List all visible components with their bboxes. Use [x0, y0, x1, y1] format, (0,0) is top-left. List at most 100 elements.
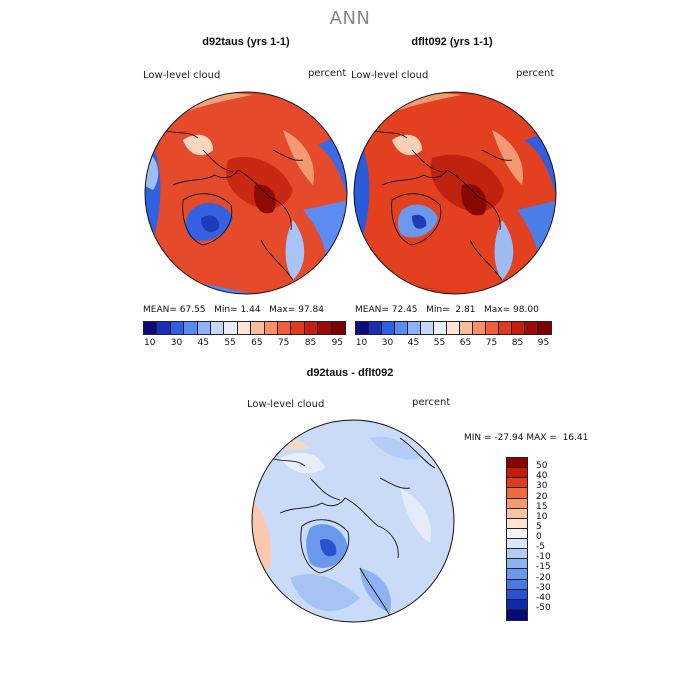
- mean-value: 67.55: [179, 305, 206, 315]
- blue-region: [412, 214, 427, 229]
- min-label: Min=: [426, 305, 450, 315]
- diff-stats: MIN = -27.94 MAX = 16.41: [464, 433, 588, 443]
- panel-1-units-label: percent: [308, 68, 347, 79]
- colorbar-tick-label: 95: [331, 338, 344, 348]
- diff-panel-title: d92taus - dflt092: [306, 367, 394, 379]
- panel-1-stats: MEAN= 67.55 Min= 1.44 Max= 97.84: [143, 305, 324, 315]
- colorbar-swatch: [395, 322, 408, 334]
- colorbar-tick-label: 20: [536, 491, 548, 502]
- panel-1-title: d92taus (yrs 1-1): [202, 36, 290, 48]
- colorbar-tick-label: -50: [536, 602, 551, 613]
- colorbar-tick-label: 45: [407, 338, 420, 348]
- dark-region: [226, 156, 293, 209]
- min-label: MIN =: [464, 433, 492, 443]
- blue-region: [354, 92, 370, 294]
- blue-region: [145, 92, 161, 294]
- colorbar-swatch: [447, 322, 460, 334]
- panel-2-units-label: percent: [516, 68, 555, 79]
- colorbar-swatch: [434, 322, 447, 334]
- colorbar-swatch: [157, 322, 171, 334]
- colorbar-tick-label: -15: [536, 562, 551, 573]
- colorbar-tick-label: 75: [485, 338, 498, 348]
- mean-value: 72.45: [391, 305, 418, 315]
- colorbar-swatch: [525, 322, 538, 334]
- diff-colorbar-ticks: 50 40 30 20 15 10 5 0 -5 -10 -15 -20 -30 -40 -50: [536, 457, 576, 621]
- colorbar-tick-label: 30: [381, 338, 394, 348]
- colorbar-swatch: [486, 322, 499, 334]
- panel-2-colorbar: [355, 321, 552, 335]
- max-label: MAX =: [526, 433, 557, 443]
- colorbar-swatch: [507, 518, 527, 529]
- map-boundary: [251, 419, 455, 623]
- cool-region: [360, 568, 391, 613]
- colorbar-tick-label: -30: [536, 582, 551, 593]
- colorbar-swatch: [507, 478, 527, 489]
- colorbar-tick-label: 10: [536, 511, 548, 522]
- colorbar-tick-label: 75: [277, 338, 290, 348]
- colorbar-tick-label: 65: [251, 338, 263, 348]
- colorbar-swatch: [291, 322, 305, 334]
- colorbar-swatch: [382, 322, 395, 334]
- colorbar-tick-label: 30: [170, 338, 183, 348]
- diff-polar-map: [251, 419, 455, 623]
- colorbar-swatch: [512, 322, 525, 334]
- colorbar-tick-label: 85: [511, 338, 524, 348]
- colorbar-tick-label: 55: [433, 338, 446, 348]
- colorbar-swatch: [507, 539, 527, 550]
- colorbar-tick-label: 40: [536, 471, 548, 482]
- max-value: 97.84: [298, 305, 324, 315]
- colorbar-tick-label: 5: [536, 521, 542, 532]
- colorbar-swatch: [507, 559, 527, 570]
- map-boundary: [353, 91, 557, 295]
- colorbar-tick-label: 45: [197, 338, 210, 348]
- colorbar-tick-label: -40: [536, 592, 551, 603]
- colorbar-swatch: [318, 322, 332, 334]
- colorbar-tick-label: 30: [536, 481, 548, 492]
- colorbar-swatch: [499, 322, 512, 334]
- colorbar-tick-label: -20: [536, 572, 551, 583]
- panel-2-stats: MEAN= 72.45 Min= 2.81 Max= 98.00: [355, 305, 539, 315]
- colorbar-swatch: [473, 322, 486, 334]
- colorbar-tick-label: 10: [143, 338, 156, 348]
- colorbar-swatch: [224, 322, 238, 334]
- mean-label: MEAN=: [143, 305, 177, 315]
- colorbar-swatch: [507, 498, 527, 509]
- min-label: Min=: [214, 305, 238, 315]
- max-label: Max=: [484, 305, 511, 315]
- colorbar-swatch: [197, 322, 211, 334]
- neutral-region: [280, 452, 325, 474]
- colorbar-tick-label: -10: [536, 552, 551, 563]
- colorbar-swatch: [507, 589, 527, 600]
- coastlines: [162, 129, 304, 281]
- light-band: [492, 130, 523, 185]
- colorbar-swatch: [507, 599, 527, 610]
- colorbar-swatch: [507, 609, 527, 620]
- min-value: 2.81: [455, 305, 476, 315]
- colorbar-swatch: [408, 322, 421, 334]
- colorbar-swatch: [356, 322, 369, 334]
- colorbar-tick-label: 55: [224, 338, 236, 348]
- light-band: [283, 130, 314, 185]
- cool-region: [370, 436, 420, 460]
- colorbar-swatch: [331, 322, 345, 334]
- dark-region: [254, 184, 276, 214]
- colorbar-swatch: [507, 579, 527, 590]
- colorbar-tick-label: 10: [355, 338, 368, 348]
- panel-1-colorbar: [143, 321, 346, 335]
- colorbar-swatch: [538, 322, 551, 334]
- colorbar-tick-label: -5: [536, 542, 545, 553]
- panel-2-title: dflt092 (yrs 1-1): [411, 36, 493, 48]
- colorbar-swatch: [369, 322, 382, 334]
- colorbar-tick-label: 65: [459, 338, 472, 348]
- colorbar-swatch: [264, 322, 278, 334]
- colorbar-swatch: [507, 458, 527, 469]
- colorbar-swatch: [278, 322, 292, 334]
- colorbar-swatch: [507, 488, 527, 499]
- colorbar-swatch: [507, 508, 527, 519]
- colorbar-swatch: [507, 569, 527, 580]
- colorbar-tick-label: 50: [536, 461, 548, 472]
- diff-units-label: percent: [412, 397, 451, 408]
- min-value: 1.44: [240, 305, 261, 315]
- diff-colorbar: [506, 457, 528, 621]
- colorbar-tick-label: 0: [536, 532, 542, 542]
